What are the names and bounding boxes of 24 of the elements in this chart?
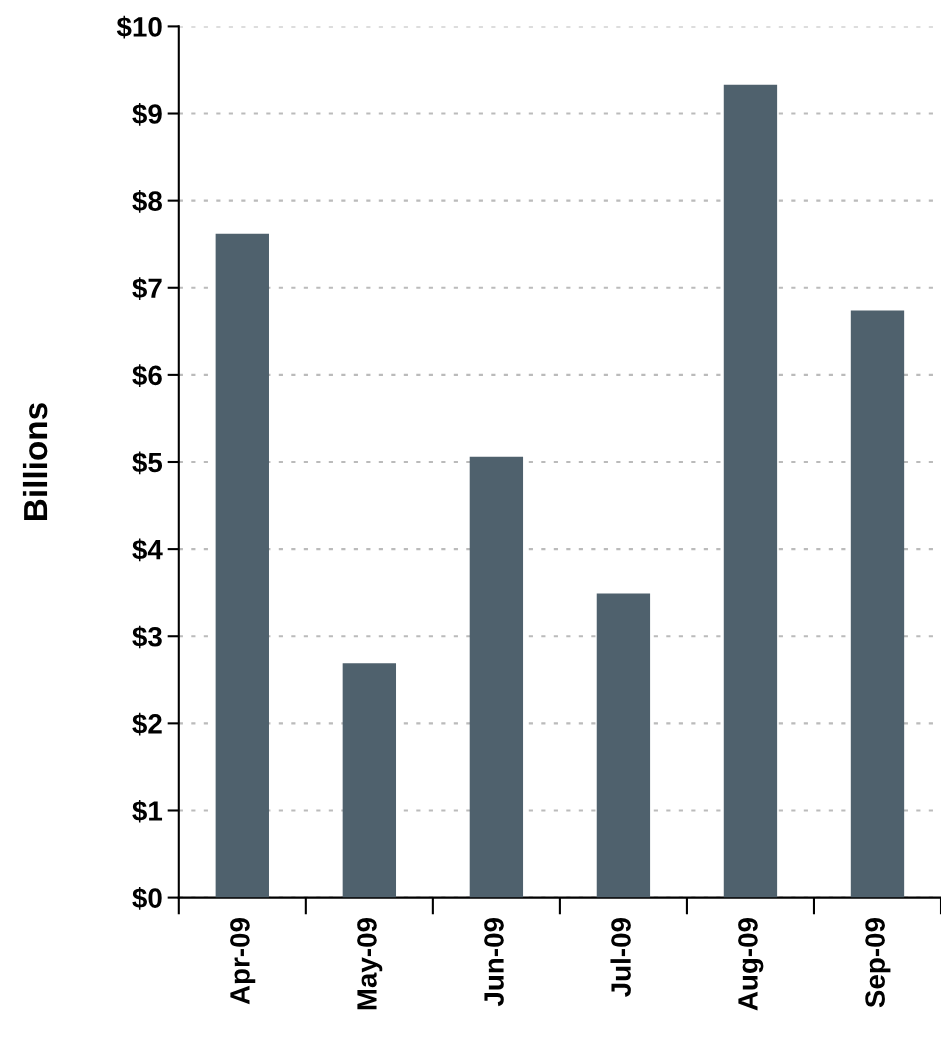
x-tick-label: Sep-09 [865, 918, 891, 1008]
bar [850, 310, 905, 898]
y-tick-label: $9 [132, 102, 162, 126]
y-tick-label: $6 [132, 364, 162, 388]
y-axis-title: Billions [22, 403, 48, 520]
x-tick-label: Apr-09 [230, 918, 256, 1005]
y-tick-label: $3 [132, 625, 162, 649]
bar [469, 456, 524, 898]
x-tick-label: Jul-09 [610, 918, 631, 997]
bar [215, 233, 269, 898]
y-tick-label: $0 [132, 887, 162, 910]
x-tick-label: Jun-09 [484, 918, 504, 1007]
y-tick-label: $4 [132, 538, 163, 562]
bar [723, 84, 778, 898]
y-tick-label: $7 [132, 277, 162, 300]
y-tick-label: $1 [132, 799, 163, 823]
x-tick-label: Aug-09 [738, 918, 764, 1011]
y-tick-label: $10 [116, 15, 162, 39]
y-tick-label: $2 [132, 712, 162, 736]
x-tick-label: May-09 [357, 918, 383, 1010]
bar [342, 663, 397, 898]
bar [596, 593, 651, 898]
y-tick-label: $8 [132, 190, 162, 213]
y-tick-label: $5 [132, 451, 163, 475]
